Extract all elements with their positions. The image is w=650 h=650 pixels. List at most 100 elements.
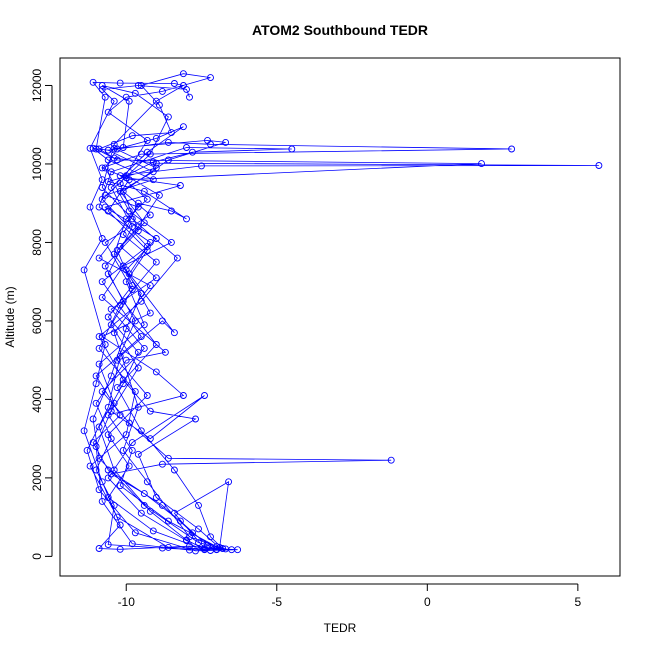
data-point bbox=[158, 460, 166, 468]
data-point bbox=[92, 466, 100, 474]
x-tick-label: -10 bbox=[118, 595, 136, 609]
data-point bbox=[167, 207, 175, 215]
data-point bbox=[110, 329, 118, 337]
y-tick-label: 6000 bbox=[30, 307, 44, 334]
data-point bbox=[128, 223, 136, 231]
data-point bbox=[131, 388, 139, 396]
data-point bbox=[158, 501, 166, 509]
data-point bbox=[89, 415, 97, 423]
data-point bbox=[128, 286, 136, 293]
data-point bbox=[213, 545, 221, 553]
data-point bbox=[134, 203, 142, 211]
data-point bbox=[104, 207, 112, 215]
data-point bbox=[149, 158, 157, 166]
data-point bbox=[101, 164, 109, 172]
data-point bbox=[170, 509, 178, 517]
data-point bbox=[107, 184, 115, 191]
data-point bbox=[95, 486, 103, 494]
y-tick-label: 8000 bbox=[30, 229, 44, 256]
data-point bbox=[104, 466, 112, 474]
data-point bbox=[125, 419, 133, 427]
data-point bbox=[122, 172, 130, 180]
data-point bbox=[140, 187, 148, 195]
data-point bbox=[98, 235, 106, 242]
data-point bbox=[122, 278, 130, 286]
data-point bbox=[161, 348, 169, 356]
data-point bbox=[107, 305, 115, 313]
data-point bbox=[143, 478, 151, 486]
data-point bbox=[122, 325, 130, 333]
data-point bbox=[143, 392, 151, 399]
data-point bbox=[107, 168, 115, 176]
data-point bbox=[137, 509, 145, 517]
series-line bbox=[83, 73, 599, 552]
data-point bbox=[95, 254, 103, 262]
data-point bbox=[189, 529, 196, 537]
data-point bbox=[179, 70, 187, 78]
data-point bbox=[152, 159, 160, 167]
plot-frame bbox=[59, 57, 621, 577]
data-point bbox=[98, 85, 106, 93]
data-point bbox=[152, 97, 160, 105]
data-point bbox=[95, 333, 103, 341]
data-point bbox=[116, 180, 124, 188]
data-point bbox=[137, 297, 145, 305]
y-tick-label: 2000 bbox=[30, 464, 44, 491]
data-point bbox=[98, 333, 106, 341]
x-tick-label: 5 bbox=[575, 595, 582, 609]
data-point bbox=[110, 144, 118, 152]
data-point bbox=[95, 454, 103, 462]
data-point bbox=[137, 427, 145, 435]
y-tick-label: 12000 bbox=[30, 68, 44, 102]
data-point bbox=[140, 321, 148, 329]
data-point bbox=[104, 474, 112, 482]
data-point bbox=[95, 423, 103, 431]
data-point bbox=[137, 290, 145, 297]
data-point bbox=[170, 329, 178, 337]
data-point bbox=[137, 82, 145, 89]
data-point bbox=[104, 313, 112, 321]
data-point bbox=[146, 507, 154, 515]
data-point bbox=[107, 407, 115, 415]
chart-title: ATOM2 Southbound TEDR bbox=[252, 22, 428, 38]
data-point bbox=[98, 164, 106, 172]
data-point bbox=[122, 356, 130, 364]
data-point bbox=[83, 446, 91, 454]
data-point bbox=[176, 517, 184, 525]
y-axis-label: Altitude (m) bbox=[3, 286, 17, 347]
data-point bbox=[107, 321, 115, 329]
data-point bbox=[107, 372, 115, 380]
data-point bbox=[113, 384, 121, 392]
data-point bbox=[104, 270, 112, 278]
data-point bbox=[98, 176, 106, 184]
data-point bbox=[116, 242, 124, 250]
data-point bbox=[595, 162, 603, 169]
data-point bbox=[137, 333, 145, 341]
data-point bbox=[143, 136, 151, 144]
data-point bbox=[95, 360, 103, 368]
data-point bbox=[89, 78, 97, 86]
data-point bbox=[98, 195, 106, 203]
data-point bbox=[152, 235, 160, 242]
data-point bbox=[104, 178, 112, 186]
data-point bbox=[98, 82, 106, 89]
data-point bbox=[80, 266, 88, 274]
data-point bbox=[119, 144, 127, 151]
data-point bbox=[95, 344, 103, 352]
data-point bbox=[104, 541, 112, 549]
data-point bbox=[143, 195, 151, 203]
data-point bbox=[116, 79, 124, 87]
x-tick-label: 0 bbox=[424, 595, 431, 609]
data-point bbox=[213, 543, 221, 551]
data-point bbox=[110, 97, 118, 105]
data-point bbox=[119, 187, 127, 195]
data-point bbox=[125, 462, 133, 470]
data-point bbox=[179, 123, 187, 131]
data-point bbox=[146, 435, 154, 443]
data-point bbox=[186, 542, 193, 550]
data-point bbox=[128, 132, 136, 140]
data-point bbox=[478, 160, 485, 168]
data-point bbox=[170, 80, 178, 87]
data-point bbox=[86, 144, 94, 152]
